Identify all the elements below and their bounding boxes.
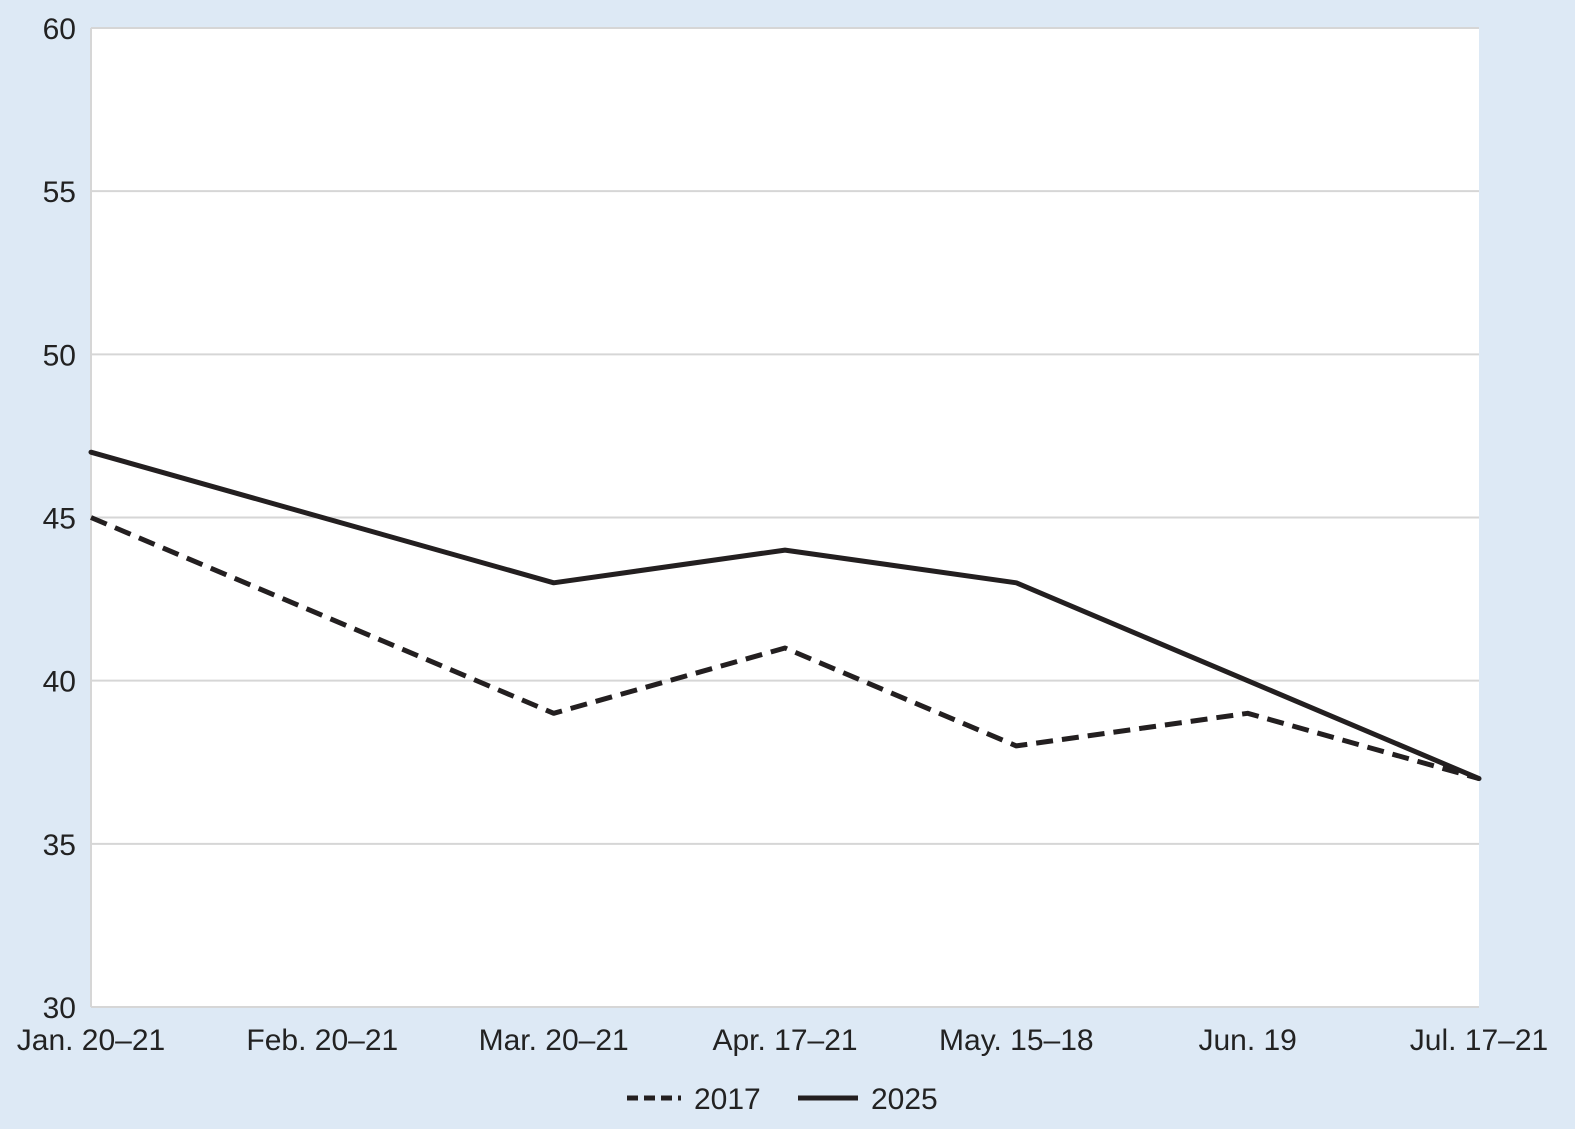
legend-label-2025: 2025 [871, 1083, 938, 1116]
y-tick-label-35: 35 [43, 829, 76, 862]
y-tick-label-55: 55 [43, 176, 76, 209]
legend: 2017 2025 [627, 1083, 938, 1116]
x-axis-tick-labels: Jan. 20–21 Feb. 20–21 Mar. 20–21 Apr. 17–21… [17, 1024, 1548, 1057]
y-tick-label-60: 60 [43, 13, 76, 46]
y-tick-label-30: 30 [43, 992, 76, 1025]
y-axis-tick-labels: 30 35 40 45 50 55 60 [43, 13, 76, 1025]
x-tick-label-3: Apr. 17–21 [712, 1024, 857, 1057]
x-tick-label-0: Jan. 20–21 [17, 1024, 165, 1057]
series-line-2017 [90, 515, 1480, 782]
series-line-2025 [88, 449, 1482, 782]
legend-label-2017: 2017 [694, 1083, 761, 1116]
x-tick-label-2: Mar. 20–21 [479, 1024, 629, 1057]
y-tick-label-40: 40 [43, 666, 76, 699]
x-tick-label-5: Jun. 19 [1198, 1024, 1296, 1057]
y-tick-label-45: 45 [43, 503, 76, 536]
series-lines [88, 449, 1482, 782]
x-tick-label-6: Jul. 17–21 [1410, 1024, 1548, 1057]
x-tick-label-4: May. 15–18 [939, 1024, 1094, 1057]
x-tick-label-1: Feb. 20–21 [246, 1024, 398, 1057]
y-tick-label-50: 50 [43, 339, 76, 372]
